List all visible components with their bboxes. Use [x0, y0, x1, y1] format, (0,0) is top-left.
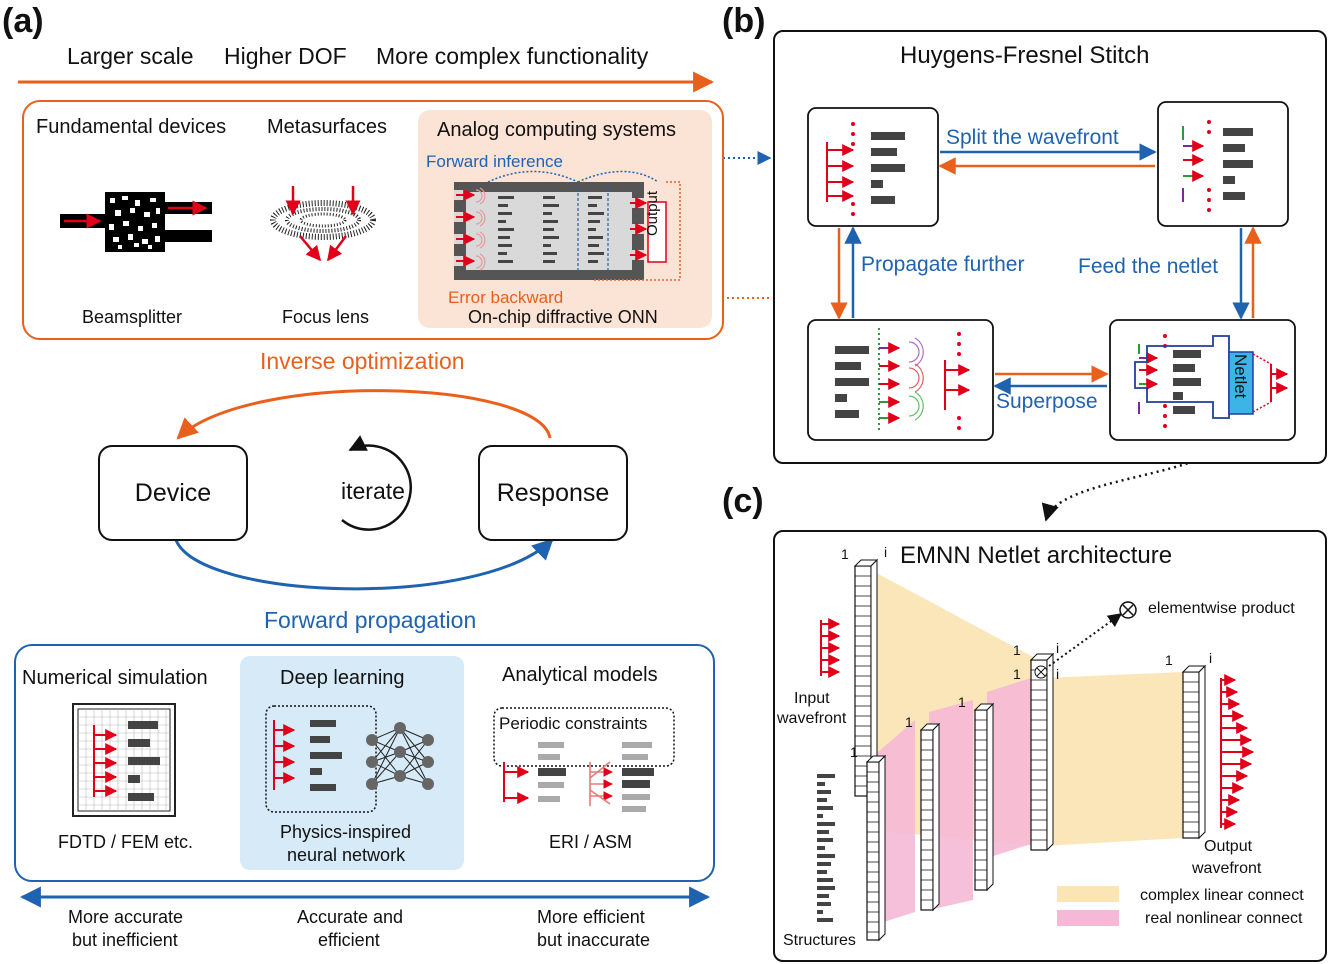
output-index-1: 1 [1165, 652, 1173, 668]
tradeoff-right-2: but inaccurate [537, 930, 651, 950]
elementwise-product-label: elementwise product [1148, 600, 1295, 617]
onn-output-label: Output [644, 190, 661, 236]
product-index-1b: 1 [1013, 666, 1021, 682]
product-index-ia: i [1056, 640, 1060, 656]
product-index-ib: i [1056, 666, 1060, 682]
neural-network-icon [265, 705, 434, 813]
panel-b-label: (b) [722, 2, 766, 40]
focus-lens-icon [270, 186, 376, 262]
propagate-further-label: Propagate further [861, 253, 1025, 276]
trend-complex-functionality: More complex functionality [376, 43, 649, 69]
forward-propagation-arc [174, 538, 554, 591]
tradeoff-mid-2: efficient [318, 930, 380, 950]
periodic-constraints-icon [493, 707, 675, 812]
beamsplitter-icon [60, 192, 212, 252]
eri-asm-caption: ERI / ASM [549, 832, 633, 852]
emnn-diagram [817, 558, 1255, 942]
focus-lens-caption: Focus lens [282, 307, 370, 327]
panel-a-label: (a) [2, 2, 44, 40]
device-box: Device [98, 445, 248, 541]
stitch-diagram [807, 101, 1296, 441]
hidden1-index-1: 1 [905, 714, 913, 730]
diffractive-onn-icon [454, 170, 681, 281]
product-index-1a: 1 [1013, 642, 1021, 658]
periodic-constraints-label: Periodic constraints [499, 714, 648, 733]
analog-computing-title: Analog computing systems [437, 119, 677, 141]
input-wavefront-label-1: Input [794, 690, 830, 707]
trend-larger-scale: Larger scale [67, 43, 194, 69]
tradeoff-right-1: More efficient [537, 907, 645, 927]
fundamental-devices-title: Fundamental devices [36, 116, 227, 138]
output-wavefront-label-1: Output [1204, 838, 1253, 855]
inverse-optimization-label: Inverse optimization [260, 348, 465, 374]
iterate-circle [341, 435, 412, 531]
physics-inspired-caption: Physics-inspired [280, 822, 412, 842]
emnn-title: EMNN Netlet architecture [900, 542, 1173, 569]
input-wavefront-label-2: wavefront [777, 710, 847, 727]
forward-propagation-label: Forward propagation [264, 607, 477, 633]
tradeoff-left-2: but inefficient [72, 930, 178, 950]
tradeoff-mid-1: Accurate and [297, 907, 404, 927]
panel-c-label: (c) [722, 482, 764, 520]
forward-inference-label: Forward inference [426, 152, 564, 171]
legend-nonlinear-label: real nonlinear connect [1145, 910, 1303, 927]
input-index-1: 1 [841, 546, 849, 562]
metasurfaces-title: Metasurfaces [267, 116, 388, 138]
stitch-title: Huygens-Fresnel Stitch [900, 42, 1150, 69]
tradeoff-left-1: More accurate [68, 907, 184, 927]
beamsplitter-caption: Beamsplitter [82, 307, 183, 327]
structure-index-1: 1 [850, 744, 858, 760]
split-wavefront-label: Split the wavefront [946, 126, 1119, 149]
fdtd-grid-icon [72, 703, 176, 817]
analytical-models-title: Analytical models [502, 664, 658, 686]
response-box: Response [478, 445, 628, 541]
structures-label: Structures [783, 932, 856, 949]
output-wavefront-label-2: wavefront [1192, 860, 1262, 877]
legend-linear-label: complex linear connect [1140, 887, 1304, 904]
netlet-label: Netlet [1231, 354, 1250, 399]
trend-higher-dof: Higher DOF [224, 43, 347, 69]
neural-network-caption: neural network [287, 845, 406, 865]
inverse-optimization-arc [176, 389, 552, 440]
numerical-simulation-title: Numerical simulation [22, 667, 208, 689]
feed-netlet-label: Feed the netlet [1078, 255, 1219, 278]
fdtd-caption: FDTD / FEM etc. [58, 832, 193, 852]
output-index-i: i [1209, 650, 1213, 666]
hidden2-index-1: 1 [958, 694, 966, 710]
input-index-i: i [884, 544, 888, 560]
deep-learning-title: Deep learning [280, 667, 405, 689]
iterate-label: iterate [341, 478, 405, 504]
superpose-label: Superpose [996, 390, 1098, 413]
error-backward-label: Error backward [448, 288, 564, 307]
onn-caption: On-chip diffractive ONN [468, 307, 658, 327]
